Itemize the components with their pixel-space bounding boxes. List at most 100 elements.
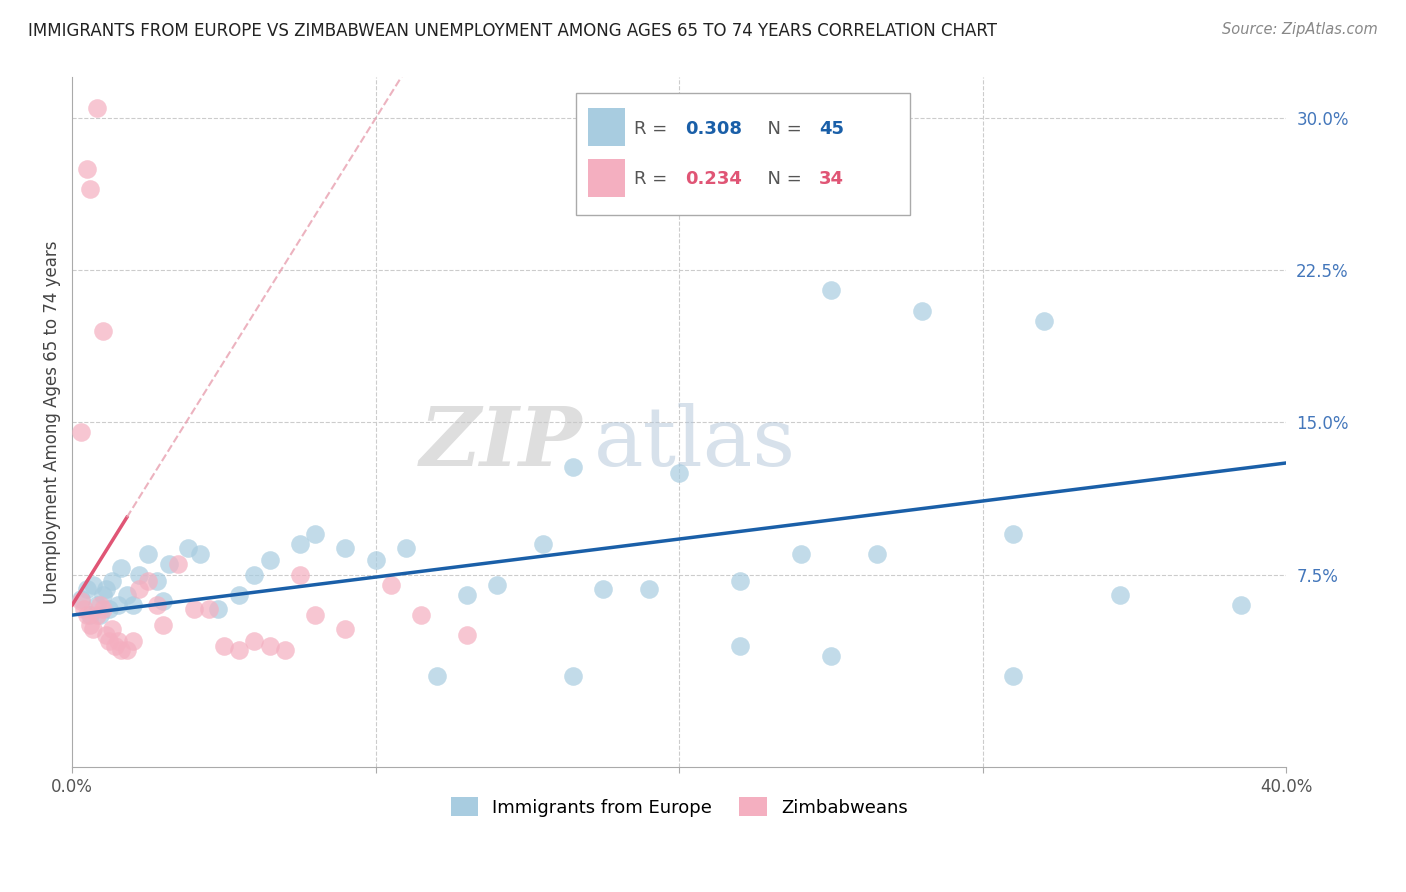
Point — [86, 608, 108, 623]
Point — [259, 553, 281, 567]
Point — [456, 628, 478, 642]
Point — [91, 602, 114, 616]
Point — [89, 598, 111, 612]
Point — [380, 577, 402, 591]
Text: ZIP: ZIP — [419, 403, 582, 483]
Bar — [588, 109, 624, 146]
Point — [562, 669, 585, 683]
Point — [122, 598, 145, 612]
Point — [228, 642, 250, 657]
Point — [157, 558, 180, 572]
Point — [335, 622, 357, 636]
Point — [1230, 598, 1253, 612]
Point — [82, 622, 104, 636]
Point — [274, 642, 297, 657]
Point — [76, 582, 98, 596]
Point — [638, 582, 661, 596]
Point — [911, 303, 934, 318]
Point — [411, 608, 433, 623]
Point — [1002, 527, 1025, 541]
Point — [1108, 588, 1130, 602]
Point — [1002, 669, 1025, 683]
Point — [152, 618, 174, 632]
Point — [122, 634, 145, 648]
Point — [259, 639, 281, 653]
Point — [82, 577, 104, 591]
Point — [128, 567, 150, 582]
Point — [207, 602, 229, 616]
Point — [94, 628, 117, 642]
Point — [79, 618, 101, 632]
Point — [188, 547, 211, 561]
Point — [110, 561, 132, 575]
Point — [136, 574, 159, 588]
Point — [136, 547, 159, 561]
Y-axis label: Unemployment Among Ages 65 to 74 years: Unemployment Among Ages 65 to 74 years — [44, 241, 60, 604]
Point — [304, 608, 326, 623]
Point — [176, 541, 198, 556]
Point — [79, 182, 101, 196]
Text: N =: N = — [756, 169, 807, 188]
Point — [728, 639, 751, 653]
Point — [128, 582, 150, 596]
Point — [86, 101, 108, 115]
Point — [73, 602, 96, 616]
Point — [94, 582, 117, 596]
Point — [395, 541, 418, 556]
Point — [91, 588, 114, 602]
Bar — [588, 159, 624, 197]
Point — [86, 598, 108, 612]
Point — [364, 553, 387, 567]
Point — [115, 588, 138, 602]
Point — [91, 324, 114, 338]
Point — [79, 608, 101, 623]
Point — [820, 284, 842, 298]
Point — [288, 567, 311, 582]
Text: R =: R = — [634, 169, 673, 188]
Point — [152, 594, 174, 608]
Point — [562, 460, 585, 475]
Point — [592, 582, 614, 596]
Point — [728, 574, 751, 588]
Point — [243, 634, 266, 648]
Point — [228, 588, 250, 602]
Point — [1032, 314, 1054, 328]
Text: 45: 45 — [818, 120, 844, 138]
Point — [97, 634, 120, 648]
Point — [100, 622, 122, 636]
Point — [146, 574, 169, 588]
Point — [531, 537, 554, 551]
Text: atlas: atlas — [595, 403, 796, 483]
Text: IMMIGRANTS FROM EUROPE VS ZIMBABWEAN UNEMPLOYMENT AMONG AGES 65 TO 74 YEARS CORR: IMMIGRANTS FROM EUROPE VS ZIMBABWEAN UNE… — [28, 22, 997, 40]
Point — [790, 547, 813, 561]
Point — [456, 588, 478, 602]
FancyBboxPatch shape — [576, 93, 910, 215]
Point — [820, 648, 842, 663]
Text: 0.234: 0.234 — [685, 169, 742, 188]
Point — [486, 577, 509, 591]
Text: R =: R = — [634, 120, 673, 138]
Text: 0.308: 0.308 — [685, 120, 742, 138]
Point — [107, 598, 129, 612]
Point — [76, 608, 98, 623]
Point — [110, 642, 132, 657]
Point — [70, 594, 93, 608]
Point — [304, 527, 326, 541]
Point — [107, 634, 129, 648]
Legend: Immigrants from Europe, Zimbabweans: Immigrants from Europe, Zimbabweans — [444, 790, 915, 824]
Point — [212, 639, 235, 653]
Point — [167, 558, 190, 572]
Text: N =: N = — [756, 120, 807, 138]
Text: Source: ZipAtlas.com: Source: ZipAtlas.com — [1222, 22, 1378, 37]
Point — [100, 574, 122, 588]
Point — [243, 567, 266, 582]
Text: 34: 34 — [818, 169, 844, 188]
Point — [335, 541, 357, 556]
Point — [97, 602, 120, 616]
Point — [866, 547, 889, 561]
Point — [76, 161, 98, 176]
Point — [70, 425, 93, 440]
Point — [288, 537, 311, 551]
Point — [104, 639, 127, 653]
Point — [668, 466, 690, 480]
